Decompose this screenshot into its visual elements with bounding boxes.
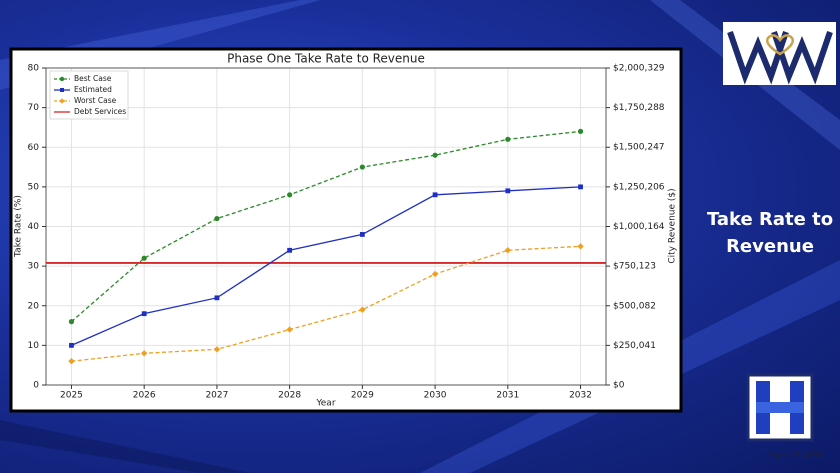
point <box>68 358 75 365</box>
point <box>359 164 365 170</box>
point <box>432 152 438 158</box>
point <box>214 215 220 222</box>
point <box>577 128 584 134</box>
point <box>577 243 584 250</box>
x-tick-label: 2026 <box>133 391 156 401</box>
point <box>69 342 74 348</box>
point <box>504 247 512 254</box>
side-heading: Take Rate to Revenue <box>706 209 834 257</box>
legend-marker <box>59 98 65 104</box>
y-tick-label: 80 <box>28 64 40 74</box>
x-tick-label: 2028 <box>278 391 301 401</box>
x-tick-label: 2025 <box>60 391 83 401</box>
legend-marker <box>59 76 65 82</box>
y2-tick-label: $1,000,164 <box>613 222 665 232</box>
y-tick-label: 30 <box>28 262 40 272</box>
x-tick-label: 2032 <box>569 391 592 401</box>
point <box>431 270 439 278</box>
y2-tick-label: $1,250,206 <box>613 182 665 192</box>
point <box>505 188 511 194</box>
chart-title: Phase One Take Rate to Revenue <box>227 52 425 66</box>
y2-tick-label: $750,123 <box>613 262 656 272</box>
x-tick-label: 2029 <box>351 391 374 401</box>
series-line <box>71 186 581 346</box>
page-number: Page 29 of 51 <box>768 451 824 460</box>
point <box>141 311 147 317</box>
legend-label: Best Case <box>74 74 112 83</box>
y-tick-label: 0 <box>33 381 39 391</box>
x-tick-label: 2031 <box>496 391 519 401</box>
y-tick-label: 40 <box>28 222 40 232</box>
series-line <box>71 130 581 323</box>
y2-tick-label: $2,000,329 <box>613 64 665 74</box>
logo-bottom <box>746 373 814 442</box>
series-line <box>71 245 581 362</box>
y-tick-label: 70 <box>28 103 40 113</box>
y-tick-label: 60 <box>28 143 40 153</box>
point <box>286 326 293 333</box>
legend-marker <box>60 88 64 92</box>
y2-tick-label: $1,750,288 <box>613 103 665 113</box>
point <box>140 350 148 357</box>
plot-frame <box>45 67 607 386</box>
x-tick-label: 2027 <box>205 391 228 401</box>
y2-tick-label: $500,082 <box>613 301 656 311</box>
x-axis-label: Year <box>315 399 335 409</box>
x-tick-label: 2030 <box>424 391 447 401</box>
y2-tick-label: $0 <box>613 381 625 391</box>
logo-top <box>723 22 836 85</box>
legend-label: Worst Case <box>74 96 117 105</box>
point <box>214 295 220 301</box>
point <box>141 255 147 261</box>
point <box>505 136 511 142</box>
point <box>213 346 221 353</box>
y-tick-label: 20 <box>28 301 40 311</box>
point <box>432 192 438 198</box>
y-axis-label: Take Rate (%) <box>14 195 24 258</box>
y2-tick-label: $250,041 <box>613 341 656 351</box>
legend-label: Estimated <box>74 85 112 94</box>
y-tick-label: 50 <box>28 182 40 192</box>
point <box>359 306 366 313</box>
legend-label: Debt Services <box>74 107 126 116</box>
point <box>287 192 293 198</box>
y-tick-label: 10 <box>28 341 40 351</box>
y2-axis-label: City Revenue ($) <box>668 188 678 263</box>
point <box>68 319 75 325</box>
point <box>359 232 365 237</box>
y2-tick-label: $1,500,247 <box>613 143 665 153</box>
point <box>578 184 583 190</box>
point <box>287 247 293 253</box>
